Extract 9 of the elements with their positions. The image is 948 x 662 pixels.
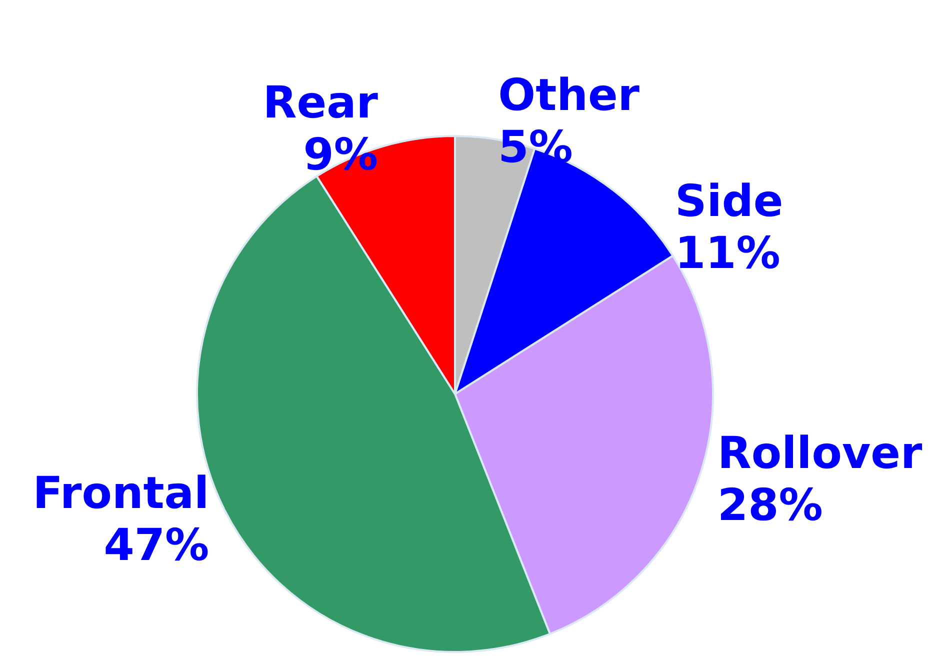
data-label: 9% xyxy=(303,129,378,180)
data-label: 47% xyxy=(104,520,210,571)
data-label: 11% xyxy=(675,228,780,279)
slice-label: Rear xyxy=(262,77,378,128)
slice-label: Other xyxy=(498,70,640,121)
slice-label: Side xyxy=(675,176,784,227)
data-label: 28% xyxy=(717,480,823,531)
slice-label: Frontal xyxy=(32,468,210,519)
slice-label: Rollover xyxy=(717,428,923,479)
